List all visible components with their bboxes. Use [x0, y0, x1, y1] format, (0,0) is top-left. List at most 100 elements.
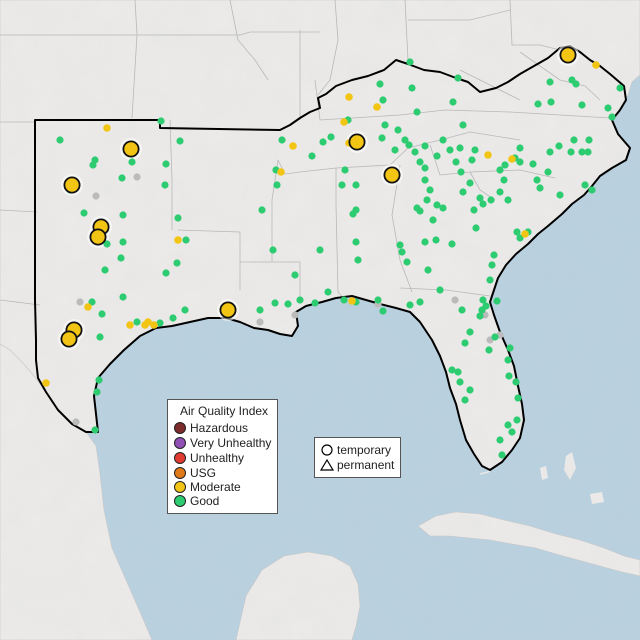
- good-marker[interactable]: [379, 96, 387, 104]
- good-marker[interactable]: [416, 207, 424, 215]
- good-marker[interactable]: [101, 266, 109, 274]
- no-data-marker[interactable]: [291, 311, 299, 319]
- good-marker[interactable]: [513, 228, 521, 236]
- moderate-marker[interactable]: [289, 142, 297, 150]
- good-marker[interactable]: [439, 136, 447, 144]
- good-marker[interactable]: [291, 271, 299, 279]
- good-marker[interactable]: [479, 296, 487, 304]
- good-marker[interactable]: [508, 428, 516, 436]
- good-marker[interactable]: [421, 164, 429, 172]
- no-data-marker[interactable]: [76, 298, 84, 306]
- good-marker[interactable]: [340, 296, 348, 304]
- good-marker[interactable]: [271, 299, 279, 307]
- good-marker[interactable]: [448, 240, 456, 248]
- good-marker[interactable]: [181, 306, 189, 314]
- good-marker[interactable]: [461, 339, 469, 347]
- good-marker[interactable]: [432, 236, 440, 244]
- good-marker[interactable]: [458, 306, 466, 314]
- good-marker[interactable]: [103, 240, 111, 248]
- good-marker[interactable]: [161, 181, 169, 189]
- good-marker[interactable]: [174, 214, 182, 222]
- good-marker[interactable]: [413, 108, 421, 116]
- good-marker[interactable]: [448, 366, 456, 374]
- good-marker[interactable]: [396, 241, 404, 249]
- good-marker[interactable]: [95, 376, 103, 384]
- no-data-marker[interactable]: [451, 296, 459, 304]
- good-marker[interactable]: [466, 328, 474, 336]
- good-marker[interactable]: [379, 307, 387, 315]
- moderate-marker[interactable]: [345, 93, 353, 101]
- moderate-marker-large[interactable]: [348, 133, 366, 151]
- good-marker[interactable]: [354, 256, 362, 264]
- good-marker[interactable]: [516, 234, 524, 242]
- moderate-marker[interactable]: [592, 61, 600, 69]
- moderate-marker-large[interactable]: [60, 330, 78, 348]
- good-marker[interactable]: [479, 200, 487, 208]
- good-marker[interactable]: [585, 136, 593, 144]
- good-marker[interactable]: [555, 142, 563, 150]
- good-marker[interactable]: [546, 78, 554, 86]
- good-marker[interactable]: [478, 306, 486, 314]
- good-marker[interactable]: [128, 158, 136, 166]
- moderate-marker[interactable]: [373, 103, 381, 111]
- good-marker[interactable]: [80, 209, 88, 217]
- good-marker[interactable]: [406, 58, 414, 66]
- good-marker[interactable]: [504, 356, 512, 364]
- good-marker[interactable]: [421, 176, 429, 184]
- moderate-marker[interactable]: [84, 303, 92, 311]
- good-marker[interactable]: [338, 181, 346, 189]
- good-marker[interactable]: [468, 156, 476, 164]
- moderate-marker-large[interactable]: [383, 166, 401, 184]
- good-marker[interactable]: [416, 298, 424, 306]
- good-marker[interactable]: [119, 211, 127, 219]
- good-marker[interactable]: [588, 186, 596, 194]
- good-marker[interactable]: [433, 152, 441, 160]
- good-marker[interactable]: [505, 372, 513, 380]
- good-marker[interactable]: [376, 80, 384, 88]
- moderate-marker[interactable]: [103, 124, 111, 132]
- no-data-marker[interactable]: [133, 173, 141, 181]
- good-marker[interactable]: [616, 84, 624, 92]
- moderate-marker[interactable]: [150, 321, 158, 329]
- good-marker[interactable]: [176, 137, 184, 145]
- good-marker[interactable]: [157, 117, 165, 125]
- good-marker[interactable]: [449, 98, 457, 106]
- moderate-marker-large[interactable]: [559, 46, 577, 64]
- good-marker[interactable]: [459, 188, 467, 196]
- good-marker[interactable]: [466, 179, 474, 187]
- good-marker[interactable]: [403, 258, 411, 266]
- moderate-marker[interactable]: [126, 321, 134, 329]
- moderate-marker[interactable]: [174, 236, 182, 244]
- good-marker[interactable]: [446, 146, 454, 154]
- good-marker[interactable]: [466, 386, 474, 394]
- good-marker[interactable]: [500, 176, 508, 184]
- no-data-marker[interactable]: [72, 418, 80, 426]
- good-marker[interactable]: [93, 388, 101, 396]
- moderate-marker[interactable]: [340, 118, 348, 126]
- good-marker[interactable]: [426, 186, 434, 194]
- good-marker[interactable]: [529, 160, 537, 168]
- good-marker[interactable]: [568, 76, 576, 84]
- moderate-marker-large[interactable]: [89, 228, 107, 246]
- good-marker[interactable]: [514, 394, 522, 402]
- good-marker[interactable]: [182, 236, 190, 244]
- moderate-marker[interactable]: [521, 230, 529, 238]
- good-marker[interactable]: [501, 161, 509, 169]
- moderate-marker[interactable]: [277, 168, 285, 176]
- good-marker[interactable]: [578, 101, 586, 109]
- good-marker[interactable]: [454, 74, 462, 82]
- good-marker[interactable]: [258, 206, 266, 214]
- good-marker[interactable]: [119, 238, 127, 246]
- no-data-marker[interactable]: [256, 318, 264, 326]
- good-marker[interactable]: [421, 142, 429, 150]
- good-marker[interactable]: [162, 160, 170, 168]
- good-marker[interactable]: [472, 224, 480, 232]
- good-marker[interactable]: [506, 344, 514, 352]
- moderate-marker[interactable]: [508, 155, 516, 163]
- good-marker[interactable]: [433, 201, 441, 209]
- good-marker[interactable]: [96, 333, 104, 341]
- good-marker[interactable]: [406, 301, 414, 309]
- moderate-marker-large[interactable]: [219, 301, 237, 319]
- good-marker[interactable]: [578, 148, 586, 156]
